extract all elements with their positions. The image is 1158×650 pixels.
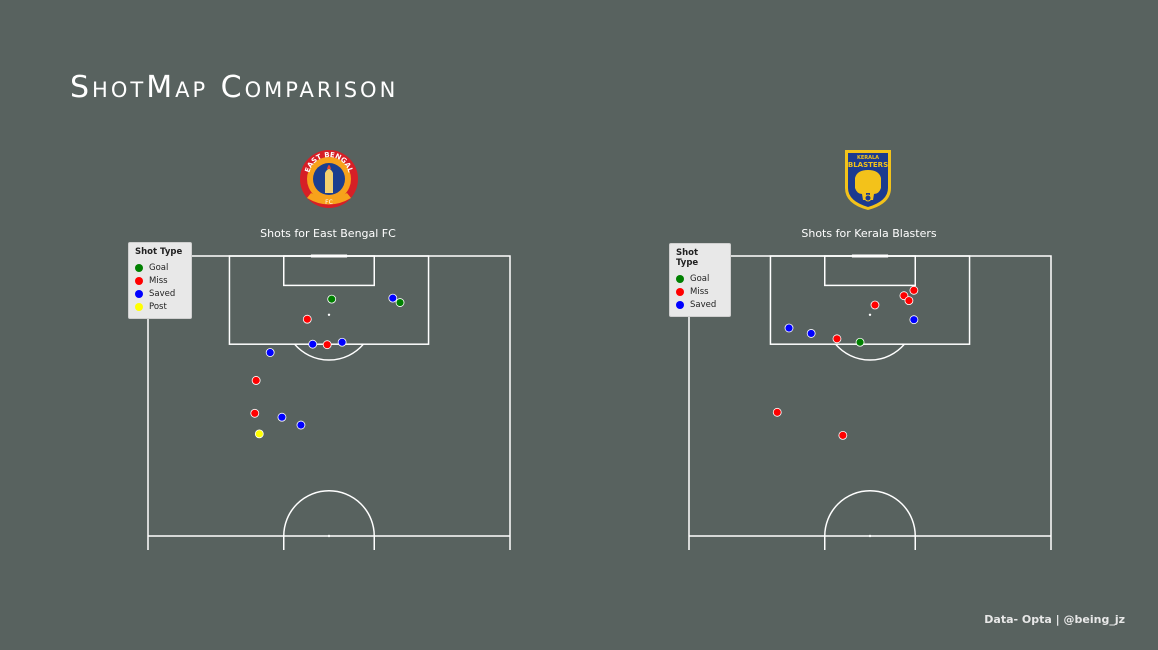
- shot-point-miss: [251, 376, 261, 385]
- shot-point-saved: [388, 293, 398, 303]
- shot-point-saved: [337, 337, 347, 347]
- shot-point-saved: [308, 339, 318, 349]
- penalty-area: [769, 255, 971, 345]
- legend-item-miss: Miss: [135, 274, 183, 287]
- shot-point-miss: [322, 340, 332, 350]
- penalty-spot: [327, 313, 331, 316]
- svg-text:KERALA: KERALA: [857, 155, 879, 161]
- legend-item-goal: Goal: [135, 261, 183, 274]
- shot-point-saved: [909, 315, 919, 325]
- shot-point-saved: [265, 348, 275, 357]
- legend-label: Saved: [149, 288, 176, 299]
- data-credit: Data- Opta | @being_jz: [984, 613, 1125, 626]
- shot-point-miss: [772, 407, 782, 417]
- kerala-blasters-pitch: [688, 254, 1052, 550]
- legend-dot-miss: [676, 287, 684, 296]
- shot-point-saved: [277, 412, 287, 422]
- penalty-spot: [868, 313, 872, 316]
- legend-dot-goal: [676, 274, 684, 283]
- legend-dot-post: [135, 302, 143, 311]
- svg-text:BLASTERS: BLASTERS: [848, 161, 888, 169]
- legend-label: Post: [149, 301, 167, 312]
- legend-label: Goal: [149, 262, 169, 273]
- legend-title: Shot Type: [135, 247, 183, 257]
- shot-point-post: [254, 429, 264, 439]
- east-bengal-legend: Shot Type Goal Miss Saved Post: [128, 242, 192, 319]
- centre-circle: [824, 490, 916, 550]
- shot-point-goal: [395, 298, 405, 307]
- shot-point-goal: [855, 337, 865, 347]
- shot-point-miss: [838, 430, 848, 440]
- legend-title: Shot Type: [676, 248, 699, 268]
- legend-item-saved: Saved: [135, 287, 183, 300]
- centre-spot: [868, 534, 872, 538]
- legend-label: Goal: [690, 273, 710, 284]
- kerala-blasters-crest-icon: KERALA BLASTERS: [845, 150, 891, 210]
- svg-text:FC: FC: [325, 199, 333, 206]
- shot-point-saved: [784, 323, 794, 333]
- shot-point-miss: [909, 285, 919, 295]
- pitch-touchlines: [688, 255, 1052, 550]
- six-yard-box: [824, 255, 916, 287]
- legend-label: Miss: [690, 286, 709, 297]
- legend-label: Miss: [149, 275, 168, 286]
- legend-dot-goal: [135, 263, 143, 272]
- shot-point-miss: [832, 334, 842, 344]
- penalty-arc: [294, 343, 364, 361]
- legend-item-goal: Goal: [676, 272, 722, 285]
- shot-point-saved: [296, 420, 306, 430]
- east-bengal-chart-title: Shots for East Bengal FC: [260, 227, 396, 240]
- page-title: ShotMap Comparison: [70, 70, 399, 105]
- east-bengal-crest-icon: FC EAST BENGAL: [300, 150, 358, 208]
- legend-dot-saved: [676, 300, 684, 309]
- legend-item-miss: Miss: [676, 285, 722, 298]
- shot-point-goal: [327, 294, 337, 304]
- kerala-blasters-legend: Shot Type Goal Miss Saved: [669, 243, 731, 317]
- east-bengal-pitch: [147, 254, 511, 550]
- kerala-blasters-chart-title: Shots for Kerala Blasters: [801, 227, 937, 240]
- six-yard-box: [283, 255, 375, 287]
- legend-item-saved: Saved: [676, 298, 722, 311]
- legend-dot-miss: [135, 276, 143, 285]
- shot-point-miss: [904, 296, 914, 305]
- shot-point-miss: [250, 408, 260, 418]
- legend-label: Saved: [690, 299, 717, 310]
- centre-circle: [283, 490, 375, 550]
- shot-point-saved: [806, 329, 816, 338]
- shot-point-miss: [302, 314, 312, 324]
- penalty-arc: [835, 343, 905, 361]
- legend-item-post: Post: [135, 300, 183, 313]
- centre-spot: [327, 534, 331, 538]
- legend-dot-saved: [135, 289, 143, 298]
- shot-point-miss: [870, 300, 880, 310]
